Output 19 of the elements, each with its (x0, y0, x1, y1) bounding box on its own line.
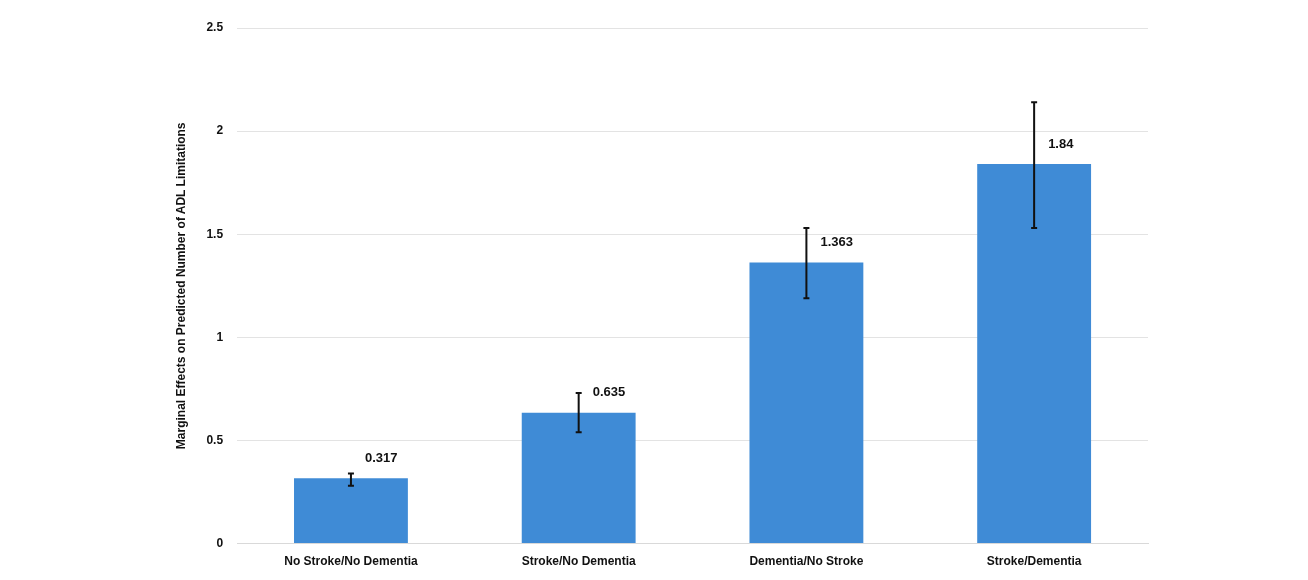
y-tick-label: 2 (216, 123, 224, 138)
y-axis-title: Marginal Effects on Predicted Number of ADL Limitations (173, 122, 188, 450)
bar (521, 412, 636, 544)
y-tick-label: 0.5 (206, 432, 224, 447)
y-tick-label: 2.5 (206, 20, 224, 35)
data-label: 0.317 (364, 449, 398, 465)
bar (749, 262, 864, 544)
x-tick-label: Dementia/No Stroke (749, 554, 864, 569)
data-label: 1.84 (1048, 135, 1075, 151)
y-tick-label: 1.5 (206, 226, 224, 241)
x-tick-label: Stroke/No Dementia (521, 554, 637, 569)
data-label: 1.363 (820, 234, 853, 250)
bar (294, 478, 408, 544)
y-tick-label: 0 (216, 535, 224, 550)
bar (977, 164, 1092, 544)
y-tick-label: 1 (216, 329, 224, 344)
x-tick-label: No Stroke/No Dementia (284, 554, 418, 569)
data-label: 0.635 (592, 384, 626, 400)
x-tick-label: Stroke/Dementia (986, 554, 1082, 569)
